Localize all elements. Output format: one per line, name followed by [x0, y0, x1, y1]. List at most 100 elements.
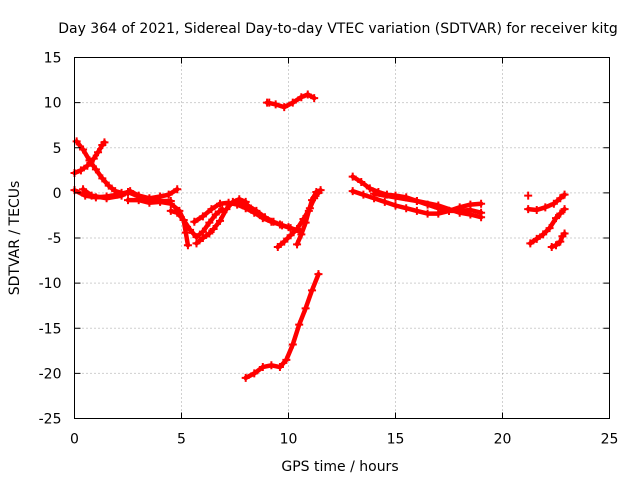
- data-point: [83, 161, 92, 170]
- data-point: [556, 194, 565, 203]
- data-point: [286, 231, 295, 240]
- data-point: [211, 210, 220, 219]
- data-point: [412, 196, 421, 205]
- data-point: [282, 355, 291, 364]
- data-point: [207, 205, 216, 214]
- data-point: [303, 90, 312, 99]
- data-point: [293, 240, 302, 249]
- data-series-arc-18: [526, 205, 569, 248]
- data-series-arc-5: [124, 196, 192, 250]
- data-point: [288, 340, 297, 349]
- data-point: [164, 190, 173, 199]
- x-tick-label: 5: [177, 432, 186, 448]
- data-point: [117, 191, 126, 200]
- data-point: [434, 201, 443, 210]
- data-point: [301, 218, 310, 227]
- y-tick-label: -20: [39, 366, 62, 382]
- data-point: [466, 210, 475, 219]
- x-tick-label: 15: [387, 432, 405, 448]
- chart-title: Day 364 of 2021, Sidereal Day-to-day VTE…: [58, 21, 618, 37]
- data-point: [179, 215, 188, 224]
- data-point: [190, 217, 199, 226]
- data-point: [166, 199, 175, 208]
- data-point: [532, 206, 541, 215]
- data-point: [198, 234, 207, 242]
- data-point: [295, 320, 304, 329]
- x-tick-label: 10: [280, 432, 298, 448]
- data-point: [308, 196, 317, 205]
- data-point: [316, 186, 325, 195]
- data-point: [549, 199, 558, 208]
- data-point: [243, 201, 252, 210]
- data-series-arc-12: [263, 90, 319, 112]
- data-point: [477, 213, 486, 222]
- data-point: [391, 193, 400, 202]
- data-point: [556, 237, 565, 246]
- data-series-arc-1: [70, 138, 109, 178]
- data-series-arc-17: [524, 190, 569, 215]
- data-point: [455, 208, 464, 217]
- data-point: [91, 165, 100, 174]
- data-point: [560, 229, 569, 238]
- data-point: [359, 190, 368, 199]
- y-tick-label: -10: [39, 276, 62, 292]
- data-point: [526, 239, 535, 248]
- y-axis-label: SDTVAR / TECUs: [7, 181, 23, 296]
- data-point: [293, 224, 302, 233]
- data-point: [348, 187, 357, 196]
- data-series-arc-11: [293, 186, 325, 249]
- data-point: [267, 361, 276, 370]
- data-point: [145, 198, 154, 207]
- data-point: [297, 93, 306, 102]
- data-series-arc-2: [72, 137, 126, 197]
- data-point: [205, 229, 214, 238]
- y-tick-label: 0: [53, 186, 62, 202]
- data-point: [205, 218, 214, 227]
- data-point: [87, 191, 96, 200]
- data-series-arc-13: [241, 270, 323, 382]
- data-point: [304, 206, 313, 215]
- data-point: [102, 194, 111, 203]
- data-point: [94, 148, 103, 157]
- data-point: [79, 145, 88, 154]
- data-point: [186, 225, 195, 234]
- data-point: [156, 197, 165, 206]
- data-point: [280, 103, 289, 112]
- data-point: [124, 196, 132, 205]
- data-point: [209, 224, 218, 233]
- data-point: [260, 213, 269, 222]
- data-point: [552, 241, 560, 250]
- data-point: [269, 217, 278, 226]
- x-tick-label: 0: [70, 432, 79, 448]
- data-trace: [243, 271, 321, 381]
- data-point: [76, 166, 85, 175]
- data-point: [224, 198, 233, 207]
- data-point: [547, 243, 556, 252]
- data-point: [198, 212, 207, 221]
- data-point: [314, 270, 323, 279]
- data-point: [348, 172, 357, 181]
- data-point: [434, 209, 443, 218]
- data-point: [252, 206, 261, 215]
- data-point: [126, 187, 135, 196]
- data-point: [216, 199, 225, 208]
- data-point: [380, 197, 389, 206]
- data-point: [241, 373, 250, 382]
- data-point: [265, 98, 274, 107]
- data-point: [402, 204, 411, 213]
- data-point: [222, 205, 231, 214]
- data-point: [560, 205, 569, 214]
- x-axis-label: GPS time / hours: [281, 459, 398, 475]
- y-tick-label: 10: [44, 96, 62, 112]
- y-tick-label: -15: [39, 321, 62, 337]
- data-layer: [70, 90, 569, 382]
- data-point: [539, 230, 548, 239]
- data-point: [560, 190, 569, 199]
- y-tick-label: -25: [39, 412, 62, 428]
- data-point: [423, 209, 432, 218]
- data-series-point-b: [265, 98, 274, 107]
- data-point: [216, 216, 225, 225]
- data-point: [412, 206, 421, 215]
- data-point: [357, 178, 366, 187]
